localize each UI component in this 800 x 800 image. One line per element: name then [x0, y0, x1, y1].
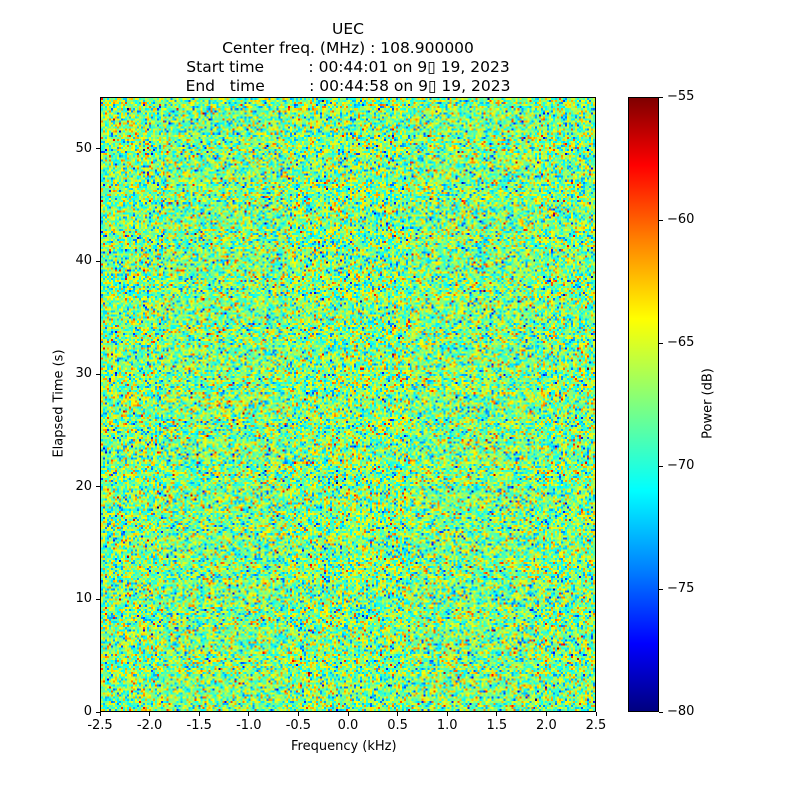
- y-tick-label: 0: [83, 704, 92, 719]
- x-tick-label: 1.0: [436, 718, 458, 733]
- colorbar-tick-mark: [659, 96, 663, 98]
- x-tick-mark: [397, 712, 399, 716]
- x-tick-mark: [595, 712, 597, 716]
- colorbar-tick-mark: [659, 219, 663, 221]
- y-tick-label: 30: [75, 366, 92, 382]
- colorbar-tick-mark: [659, 711, 663, 713]
- x-tick-label: 2.0: [536, 718, 557, 733]
- x-tick-label: -2.0: [136, 718, 163, 733]
- colorbar-tick-mark: [659, 588, 663, 590]
- y-tick-mark: [96, 373, 100, 375]
- colorbar-tick-mark: [659, 465, 663, 467]
- y-tick-label: 50: [75, 140, 92, 156]
- y-tick-label: 10: [75, 591, 92, 607]
- y-tick-mark: [96, 148, 100, 150]
- x-tick-mark: [198, 712, 200, 716]
- x-tick-mark: [99, 712, 101, 716]
- spectrogram-plot-area: [100, 97, 596, 712]
- x-tick-mark: [248, 712, 250, 716]
- x-tick-label: 0.5: [387, 718, 408, 733]
- x-tick-label: -1.0: [236, 718, 262, 733]
- title-line: UEC: [332, 20, 364, 38]
- y-tick-mark: [96, 486, 100, 488]
- x-tick-mark: [149, 712, 151, 716]
- x-tick-mark: [545, 712, 547, 716]
- title-line: Center freq. (MHz) : 108.900000: [222, 39, 474, 57]
- x-tick-label: 2.5: [585, 718, 607, 733]
- colorbar-tick-label: −55: [667, 89, 695, 104]
- x-tick-mark: [347, 712, 349, 716]
- x-tick-label: -1.5: [186, 718, 212, 733]
- x-tick-label: 0.0: [337, 718, 359, 733]
- colorbar-label: Power (dB): [700, 368, 716, 439]
- y-tick-label: 40: [75, 253, 92, 269]
- x-axis-label: Frequency (kHz): [291, 739, 397, 754]
- colorbar-tick-label: −75: [667, 581, 695, 596]
- spectrogram-heatmap: [101, 98, 595, 711]
- x-tick-mark: [297, 712, 299, 716]
- colorbar-tick-mark: [659, 342, 663, 344]
- x-tick-mark: [496, 712, 498, 716]
- x-tick-mark: [446, 712, 448, 716]
- colorbar: [628, 97, 659, 712]
- y-axis-label: Elapsed Time (s): [51, 349, 67, 458]
- title-line: Start time : 00:44:01 on 9▯ 19, 2023: [186, 58, 510, 76]
- colorbar-tick-label: −70: [667, 458, 695, 473]
- y-tick-label: 20: [75, 478, 92, 494]
- y-tick-mark: [96, 711, 100, 713]
- y-tick-mark: [96, 260, 100, 262]
- x-tick-label: 1.5: [486, 718, 508, 733]
- x-tick-label: -2.5: [87, 718, 113, 733]
- y-tick-mark: [96, 598, 100, 600]
- title-line: End time : 00:44:58 on 9▯ 19, 2023: [185, 77, 511, 95]
- x-tick-label: -0.5: [285, 718, 312, 733]
- colorbar-tick-label: −80: [667, 704, 695, 719]
- colorbar-tick-label: −60: [667, 212, 695, 227]
- colorbar-tick-label: −65: [667, 335, 695, 350]
